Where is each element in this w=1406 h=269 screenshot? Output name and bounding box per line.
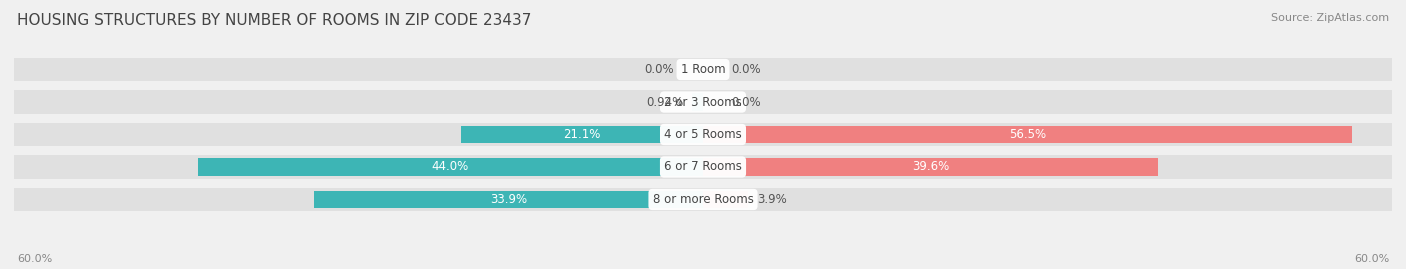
Bar: [703, 188, 1392, 211]
Bar: [703, 123, 1392, 146]
Text: 3.9%: 3.9%: [756, 193, 787, 206]
Text: 0.0%: 0.0%: [645, 63, 675, 76]
Text: 60.0%: 60.0%: [17, 254, 52, 264]
Text: 0.94%: 0.94%: [645, 95, 683, 108]
Text: 8 or more Rooms: 8 or more Rooms: [652, 193, 754, 206]
Bar: [703, 158, 1157, 176]
Bar: [703, 126, 1351, 143]
Text: 39.6%: 39.6%: [911, 161, 949, 174]
Bar: [703, 190, 748, 208]
Bar: [314, 190, 703, 208]
Text: 56.5%: 56.5%: [1010, 128, 1046, 141]
Bar: [14, 90, 703, 114]
Text: 1 Room: 1 Room: [681, 63, 725, 76]
Text: 6 or 7 Rooms: 6 or 7 Rooms: [664, 161, 742, 174]
Bar: [198, 158, 703, 176]
Text: 4 or 5 Rooms: 4 or 5 Rooms: [664, 128, 742, 141]
Bar: [14, 123, 703, 146]
Text: 60.0%: 60.0%: [1354, 254, 1389, 264]
Text: Source: ZipAtlas.com: Source: ZipAtlas.com: [1271, 13, 1389, 23]
Text: 44.0%: 44.0%: [432, 161, 470, 174]
Bar: [703, 58, 1392, 81]
Bar: [692, 93, 703, 111]
Bar: [703, 90, 1392, 114]
Bar: [14, 155, 703, 179]
Bar: [14, 58, 703, 81]
Bar: [703, 155, 1392, 179]
Bar: [14, 188, 703, 211]
Bar: [461, 126, 703, 143]
Text: 0.0%: 0.0%: [731, 63, 761, 76]
Text: 2 or 3 Rooms: 2 or 3 Rooms: [664, 95, 742, 108]
Text: HOUSING STRUCTURES BY NUMBER OF ROOMS IN ZIP CODE 23437: HOUSING STRUCTURES BY NUMBER OF ROOMS IN…: [17, 13, 531, 29]
Text: 33.9%: 33.9%: [489, 193, 527, 206]
Text: 21.1%: 21.1%: [564, 128, 600, 141]
Text: 0.0%: 0.0%: [731, 95, 761, 108]
